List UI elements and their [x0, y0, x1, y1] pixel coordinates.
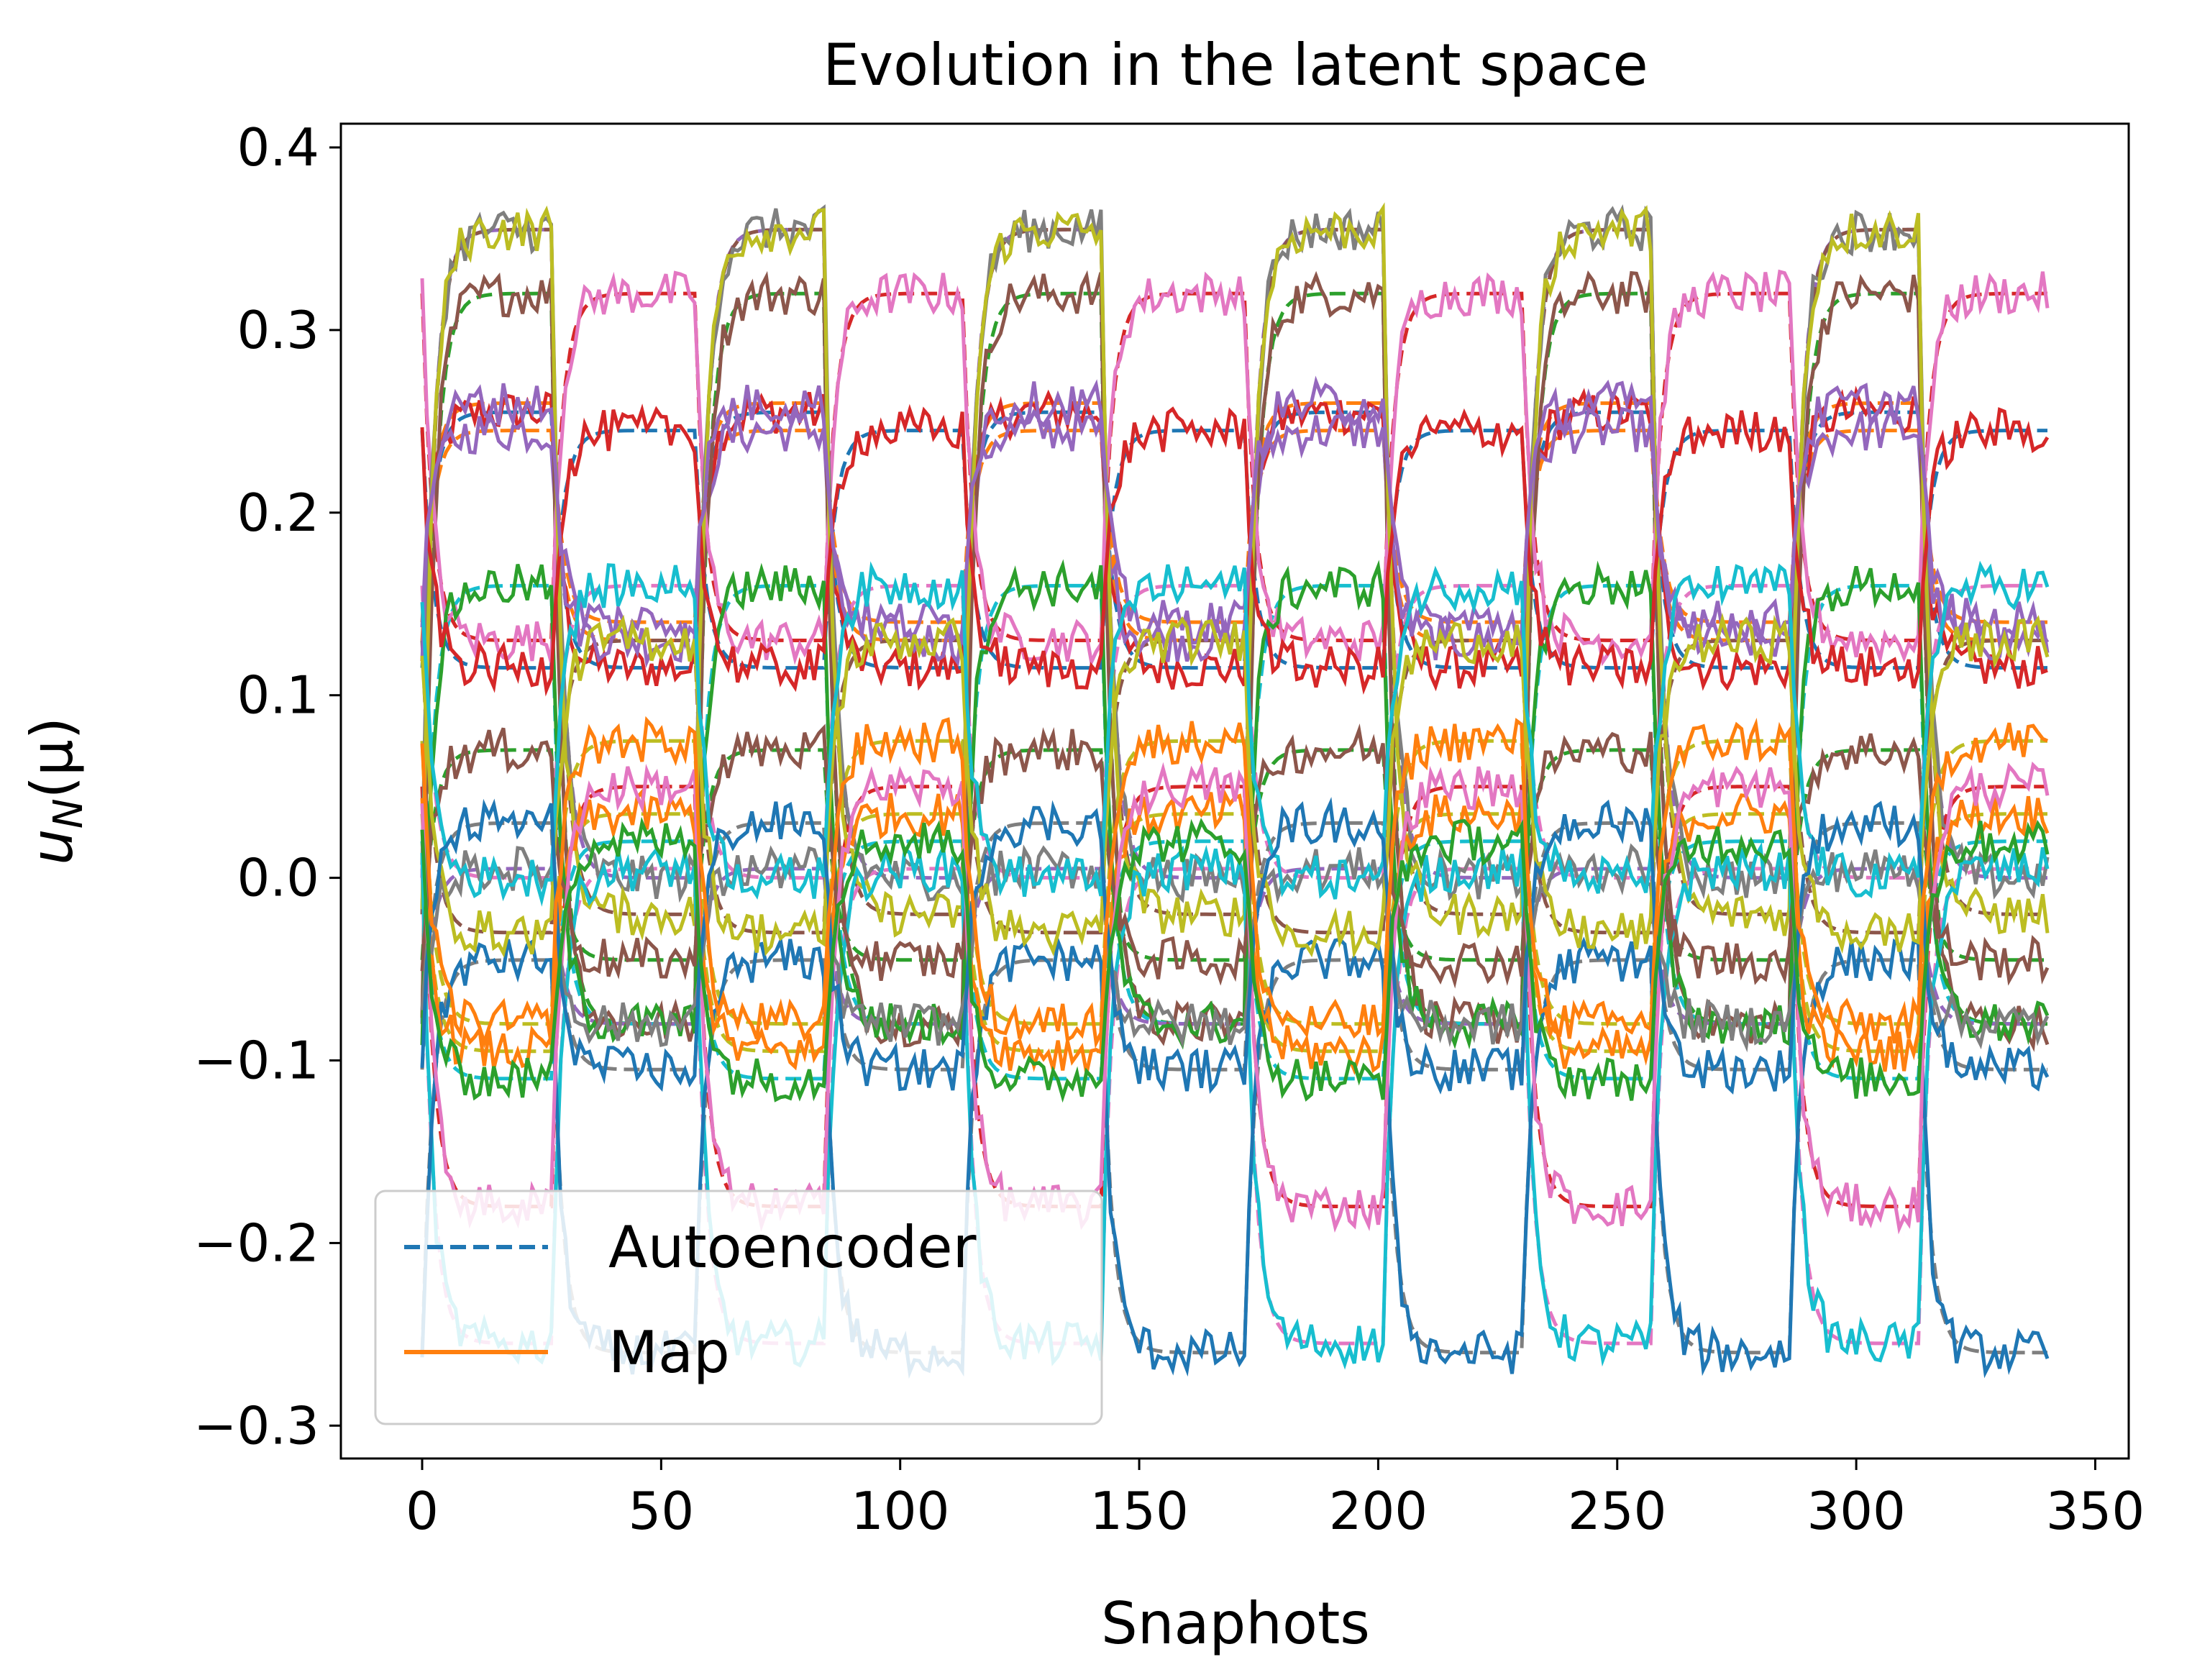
y-axis-label-arg: (μ) [19, 717, 86, 798]
map-series-line [420, 843, 2050, 1053]
chart-title: Evolution in the latent space [823, 32, 1648, 99]
x-tick-label: 250 [1568, 1481, 1666, 1541]
y-axis-label: uN(μ) [19, 717, 92, 865]
y-axis: −0.3 −0.2 −0.1 0.0 0.1 0.2 0.3 0.4 [193, 117, 341, 1456]
map-series-line [420, 269, 2050, 668]
y-tick-label: 0.1 [237, 665, 319, 726]
x-tick-label: 300 [1807, 1481, 1905, 1541]
autoencoder-series-line [420, 410, 2047, 670]
map-series-line [420, 723, 2050, 989]
y-tick-label: 0.3 [237, 300, 319, 360]
map-series-line [420, 403, 2050, 697]
x-tick-label: 0 [406, 1481, 439, 1541]
y-tick-label: −0.2 [193, 1213, 319, 1273]
autoencoder-series-line [420, 839, 2047, 1081]
map-series-line [420, 385, 2048, 692]
autoencoder-series-line [420, 812, 2047, 1054]
legend: Autoencoder Map [374, 1190, 1103, 1425]
x-axis: 0 50 100 150 200 250 300 350 [406, 1458, 2145, 1541]
y-axis-label-main: u [19, 828, 86, 865]
legend-box [374, 1190, 1103, 1425]
map-series-line [420, 560, 2050, 907]
autoencoder-series-line [420, 785, 2047, 1209]
plot-frame [339, 122, 2130, 1460]
map-series-line [420, 760, 2050, 1235]
map-series-line [420, 202, 2050, 941]
map-series-line [420, 840, 2050, 1370]
map-series-line [420, 204, 2050, 903]
legend-label-map: Map [608, 1319, 730, 1386]
map-series-line [420, 375, 2050, 650]
legend-label-autoencoder: Autoencoder [608, 1214, 977, 1281]
map-series-line [420, 612, 2050, 959]
x-tick-label: 200 [1329, 1481, 1428, 1541]
map-series-line [420, 797, 2050, 1095]
y-tick-label: 0.2 [237, 483, 319, 543]
y-tick-label: −0.1 [193, 1031, 319, 1091]
x-tick-label: 50 [629, 1481, 695, 1541]
y-axis-label-sub: N [45, 798, 92, 828]
y-tick-label: 0.0 [237, 848, 319, 908]
map-series-line [420, 559, 2050, 1050]
map-series-line [420, 716, 2049, 1049]
x-tick-label: 350 [2046, 1481, 2145, 1541]
y-tick-label: 0.4 [237, 117, 319, 178]
map-series-line [420, 816, 2050, 1103]
x-tick-label: 100 [851, 1481, 949, 1541]
x-tick-label: 150 [1090, 1481, 1188, 1541]
y-tick-label: −0.3 [193, 1395, 319, 1456]
x-axis-label: Snaphots [1101, 1590, 1370, 1657]
series-group [420, 202, 2050, 1379]
